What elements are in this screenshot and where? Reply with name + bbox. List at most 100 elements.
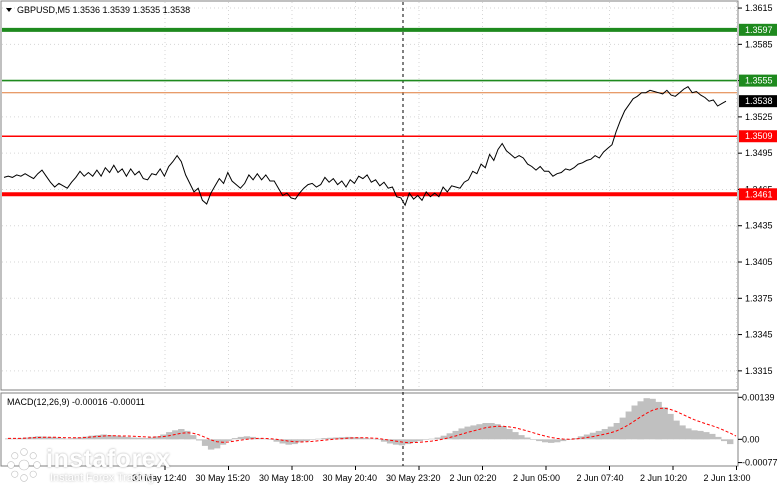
triangle-down-icon[interactable]	[6, 8, 12, 12]
price-tick-label: 1.3495	[745, 148, 773, 158]
macd-bar	[428, 438, 436, 440]
time-tick-label: 30 May 20:40	[323, 473, 378, 483]
macd-bar	[243, 436, 251, 440]
macd-axis: 0.00139 0.00 -0.00077	[738, 392, 778, 468]
macd-bar	[500, 426, 507, 440]
macd-bar	[667, 413, 674, 440]
macd-bar	[94, 435, 101, 440]
macd-bar	[351, 437, 358, 440]
watermark-brand: instaforex	[46, 445, 171, 473]
macd-bar	[607, 426, 615, 440]
macd-bar	[190, 435, 197, 440]
macd-bar	[136, 437, 143, 440]
macd-bar	[46, 436, 54, 440]
level-tag-1.3461	[739, 188, 777, 201]
macd-bar	[727, 439, 734, 445]
macd-bar	[548, 439, 555, 443]
macd-bar	[70, 438, 78, 440]
level-tag-label: 1.3461	[745, 189, 773, 199]
macd-bar	[470, 425, 477, 440]
macd-bar	[530, 439, 537, 440]
macd-bar	[625, 411, 632, 440]
macd-bar	[571, 438, 579, 440]
macd-bar	[28, 436, 36, 440]
macd-bar	[321, 438, 328, 440]
symbol-info: GBPUSD,M5 1.3536 1.3539 1.3535 1.3538	[17, 5, 190, 15]
price-tick-label: 1.3315	[745, 366, 773, 376]
macd-bar	[363, 438, 370, 440]
macd-bar	[88, 435, 95, 440]
macd-bar	[506, 429, 513, 440]
macd-bar	[148, 437, 155, 440]
macd-bar	[577, 436, 585, 440]
macd-bar	[542, 439, 549, 443]
macd-bar	[649, 398, 656, 440]
time-axis: 30 May 12:40 30 May 15:20 30 May 18:00 30 M…	[132, 466, 751, 483]
watermark: instaforex Instant Forex Trading	[6, 445, 186, 487]
macd-bar	[589, 432, 597, 440]
macd-bar	[494, 424, 501, 440]
macd-bar	[178, 429, 185, 440]
macd-tick-label: 0.00	[742, 434, 760, 444]
macd-bar	[237, 436, 245, 440]
macd-bar	[524, 437, 531, 440]
price-tick-label: 1.3405	[745, 257, 773, 267]
price-tick-label: 1.3585	[745, 39, 773, 49]
macd-bar	[196, 439, 203, 441]
macd-bar	[464, 426, 471, 440]
macd-bar	[482, 423, 489, 440]
macd-bar	[452, 430, 459, 440]
macd-bar	[721, 439, 728, 442]
macd-bar	[655, 401, 662, 440]
macd-bar	[661, 407, 668, 440]
macd-bar	[703, 432, 710, 440]
macd-bar	[213, 439, 221, 449]
macd-bar	[512, 432, 519, 440]
macd-bar	[201, 439, 209, 446]
macd-bar	[488, 423, 495, 440]
macd-bar	[118, 436, 125, 440]
current-price-tag	[739, 95, 777, 108]
macd-bar	[273, 439, 280, 442]
level-tag-label: 1.3555	[745, 76, 773, 86]
macd-bar	[697, 430, 704, 440]
time-tick-label: 30 May 18:00	[259, 473, 314, 483]
macd-bar	[315, 438, 322, 440]
price-tick-label: 1.3615	[745, 3, 773, 13]
macd-bar	[715, 436, 722, 440]
macd-bar	[291, 439, 298, 445]
price-series	[3, 86, 727, 207]
macd-bar	[333, 437, 340, 440]
macd-bar	[11, 438, 18, 440]
macd-bar	[685, 428, 692, 440]
macd-bar	[404, 439, 412, 445]
price-grid	[2, 2, 737, 389]
macd-bar	[40, 436, 48, 440]
current-price-label: 1.3538	[745, 96, 773, 106]
macd-bar	[476, 424, 483, 440]
macd-bar	[184, 430, 191, 440]
macd-bar	[285, 439, 292, 445]
macd-bar	[709, 433, 716, 440]
macd-bar	[583, 434, 591, 440]
macd-bar	[446, 433, 453, 440]
macd-bar	[106, 435, 113, 440]
time-tick-label: 2 Jun 10:20	[640, 473, 687, 483]
macd-bar	[327, 437, 334, 440]
time-tick-label: 2 Jun 05:00	[513, 473, 560, 483]
macd-bar	[422, 439, 430, 440]
macd-bar	[130, 437, 137, 440]
macd-bar	[255, 438, 262, 440]
macd-bar	[261, 438, 268, 440]
macd-bar	[392, 439, 400, 445]
time-tick-label: 2 Jun 13:00	[704, 473, 751, 483]
macd-bar	[279, 439, 286, 444]
macd-signal-path	[8, 407, 737, 444]
macd-bar	[249, 436, 257, 440]
macd-bar	[345, 436, 352, 440]
macd-bar	[410, 439, 418, 443]
macd-bar	[386, 439, 394, 444]
macd-bar	[154, 436, 161, 440]
time-tick-label: 30 May 15:20	[196, 473, 251, 483]
